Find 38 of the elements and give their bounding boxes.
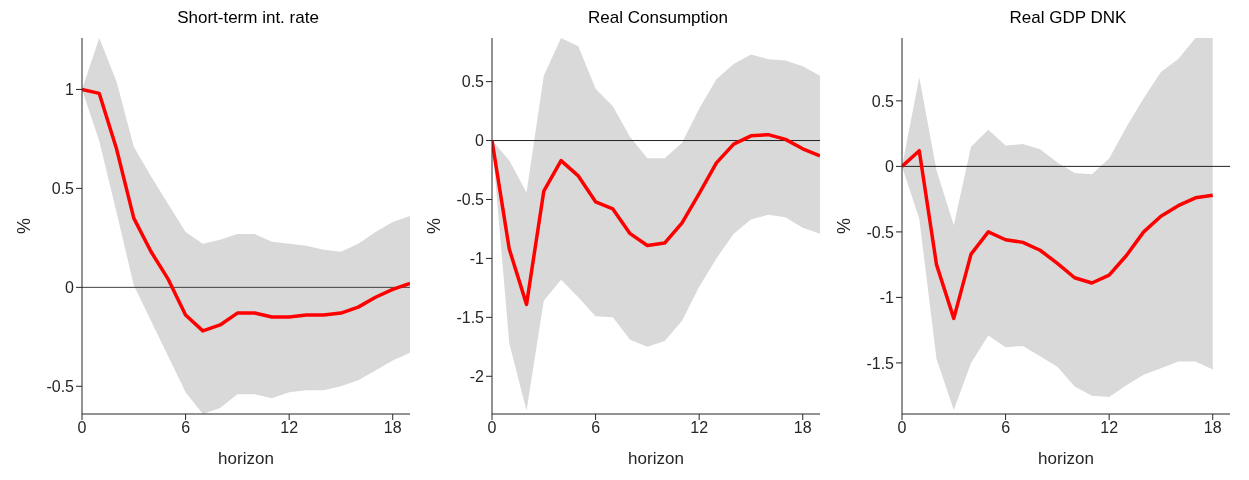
chart-title: Short-term int. rate (176, 8, 320, 29)
y-tick-label: 0.5 (51, 180, 75, 198)
x-tick-label: 6 (591, 419, 601, 437)
y-tick-label: 0.5 (871, 92, 895, 110)
y-tick-label: -0.5 (866, 223, 895, 241)
y-tick-label: -1.5 (866, 354, 895, 372)
y-axis-title: % (14, 217, 35, 235)
x-tick-label: 0 (77, 419, 87, 437)
y-tick-label: 0.5 (461, 73, 485, 91)
y-tick-label: 0 (885, 158, 895, 176)
y-tick-label: 0 (475, 132, 485, 150)
chart-title: Real GDP DNK (1008, 8, 1128, 29)
y-tick-label: -1.5 (456, 309, 485, 327)
y-tick-label: -0.5 (456, 191, 485, 209)
y-tick-label: -1 (879, 289, 895, 307)
x-tick-label: 18 (793, 419, 812, 437)
x-axis-title: horizon (1038, 449, 1094, 468)
chart-title: Real Consumption (587, 8, 729, 29)
x-tick-label: 18 (383, 419, 402, 437)
y-tick-label: -2 (469, 367, 485, 385)
x-tick-label: 0 (897, 419, 907, 437)
y-tick-label: 1 (65, 81, 75, 99)
line-series (492, 132, 820, 307)
x-tick-label: 6 (181, 419, 191, 437)
x-tick-label: 6 (1001, 419, 1011, 437)
line-series (902, 148, 1215, 321)
x-tick-label: 12 (1100, 419, 1119, 437)
y-tick-label: -1 (469, 250, 485, 268)
x-tick-label: 12 (280, 419, 299, 437)
y-axis-title: % (834, 217, 855, 235)
y-axis-title: % (424, 217, 445, 235)
x-axis-title: horizon (218, 449, 274, 468)
x-tick-label: 18 (1203, 419, 1222, 437)
y-tick-label: 0 (65, 279, 75, 297)
x-tick-label: 12 (690, 419, 709, 437)
x-tick-label: 0 (487, 419, 497, 437)
y-tick-label: -0.5 (46, 377, 75, 395)
x-axis-title: horizon (628, 449, 684, 468)
